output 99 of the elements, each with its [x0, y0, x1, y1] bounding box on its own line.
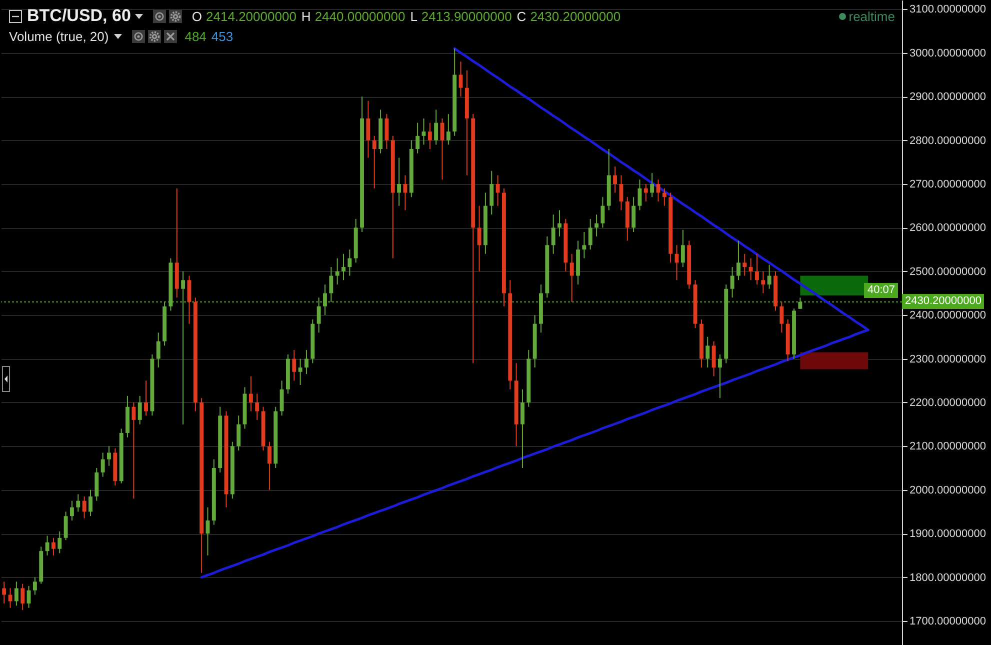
candlestick — [736, 240, 740, 281]
candlestick — [255, 393, 260, 420]
candlestick — [2, 581, 6, 604]
candlestick — [718, 354, 722, 399]
y-tick-label: 1800.00000000 — [910, 572, 986, 584]
candlestick — [712, 340, 716, 377]
candlestick — [335, 258, 340, 285]
candlestick — [780, 301, 784, 334]
candlestick — [156, 332, 160, 368]
candlestick — [582, 232, 586, 259]
chart-title: BTC/USD, 60 — [27, 6, 131, 26]
candlestick — [422, 118, 426, 146]
candlestick — [558, 210, 562, 237]
y-tick-label: 1700.00000000 — [910, 615, 986, 628]
candlestick — [372, 135, 376, 189]
y-tick-label: 2700.00000000 — [910, 178, 986, 190]
candlestick — [755, 253, 759, 285]
y-tick-label: 2300.00000000 — [910, 353, 986, 366]
y-tick-label: 2800.00000000 — [910, 134, 986, 147]
annotation: Volume (true, 20) — [9, 28, 109, 44]
candlestick — [181, 270, 186, 425]
candlestick — [267, 441, 272, 490]
candlestick — [662, 188, 666, 206]
candlestick — [490, 170, 494, 216]
candlestick — [348, 249, 352, 276]
candlestick — [45, 535, 50, 556]
candlestick — [680, 229, 685, 268]
candlestick — [70, 500, 74, 521]
y-tick-label: 2000.00000000 — [910, 484, 986, 496]
candlestick — [446, 114, 450, 146]
y-tick-label: 3000.00000000 — [910, 47, 986, 60]
candlestick — [20, 583, 25, 611]
candlestick — [107, 446, 111, 466]
candlestick — [58, 530, 62, 554]
y-tick-label: 2900.00000000 — [910, 91, 986, 104]
candlestick — [248, 376, 253, 412]
candlestick — [416, 122, 420, 154]
candlestick — [588, 218, 592, 250]
candlestick — [187, 275, 192, 324]
candlestick — [706, 336, 710, 368]
candlestick — [742, 253, 747, 276]
candlestick — [316, 297, 321, 334]
candlestick — [600, 196, 605, 228]
candlestick — [100, 452, 105, 478]
candlestick — [613, 166, 618, 194]
y-tick-label: 2200.00000000 — [910, 396, 986, 409]
y-tick-label: 3100.00000000 — [910, 4, 986, 16]
candlestick — [323, 284, 327, 316]
candlestick — [434, 109, 438, 146]
candlestick — [76, 494, 80, 512]
candlestick — [138, 395, 142, 425]
candlestick — [397, 157, 402, 206]
candlestick — [551, 214, 556, 254]
candlestick — [767, 264, 772, 290]
y-tick-label: 2600.00000000 — [910, 222, 986, 234]
annotation: 453 — [211, 28, 234, 44]
candlestick — [32, 576, 37, 596]
candlestick — [236, 415, 241, 452]
annotation: O 2414.20000000 H 2440.00000000 L 2413.90000000 C 2430.20000000 — [192, 8, 621, 24]
annotation: 484 — [184, 28, 206, 44]
y-tick-label: 1900.00000000 — [910, 528, 986, 540]
candlestick — [51, 537, 56, 556]
y-tick-label: 2500.00000000 — [910, 266, 986, 278]
candlestick — [570, 253, 574, 302]
candlestick — [730, 266, 734, 298]
candlestick — [132, 402, 136, 500]
annotation: realtime — [848, 8, 895, 24]
candlestick — [761, 270, 766, 294]
candlestick — [644, 183, 648, 202]
y-tick-label: 2400.00000000 — [910, 310, 986, 322]
candlestick — [292, 350, 296, 382]
candlestick — [650, 172, 654, 198]
candlestick — [798, 297, 802, 310]
ref-line-label: 2430.20000000 — [902, 294, 984, 309]
candlestick — [619, 174, 624, 211]
y-tick-label: 2100.00000000 — [910, 440, 986, 453]
candlestick — [428, 122, 432, 150]
candlestick — [329, 266, 334, 302]
candlestick — [366, 100, 370, 158]
candlestick — [280, 380, 284, 416]
candlestick — [8, 588, 12, 608]
candlestick — [638, 179, 642, 211]
candlestick — [594, 214, 598, 237]
candlestick — [82, 496, 86, 519]
candlestick — [304, 350, 308, 375]
candlestick — [342, 253, 346, 281]
candlestick — [496, 174, 500, 206]
annotation: 40:07 — [864, 282, 898, 298]
candlestick — [144, 380, 148, 416]
candlestick — [748, 258, 753, 281]
candlestick — [403, 174, 408, 211]
candlestick — [64, 511, 68, 541]
candlestick — [384, 114, 389, 150]
candlestick — [14, 581, 18, 606]
candlestick — [298, 358, 302, 386]
candlestick — [458, 61, 463, 98]
candlestick — [632, 196, 636, 233]
candlestick — [520, 388, 524, 469]
candlestick — [88, 489, 92, 517]
